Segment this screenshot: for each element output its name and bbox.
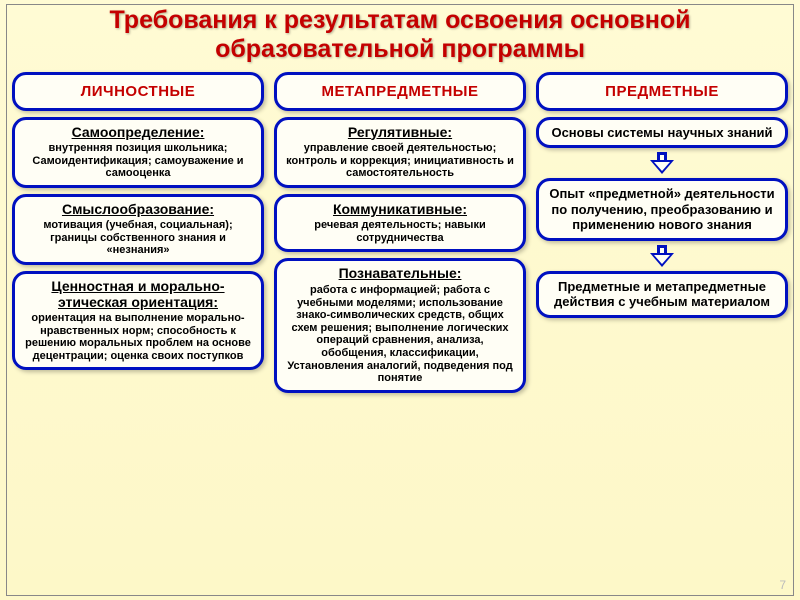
slide-frame [6, 4, 794, 596]
arrow-down-icon [650, 152, 674, 174]
arrow-down-icon [650, 245, 674, 267]
page-number: 7 [779, 578, 786, 592]
